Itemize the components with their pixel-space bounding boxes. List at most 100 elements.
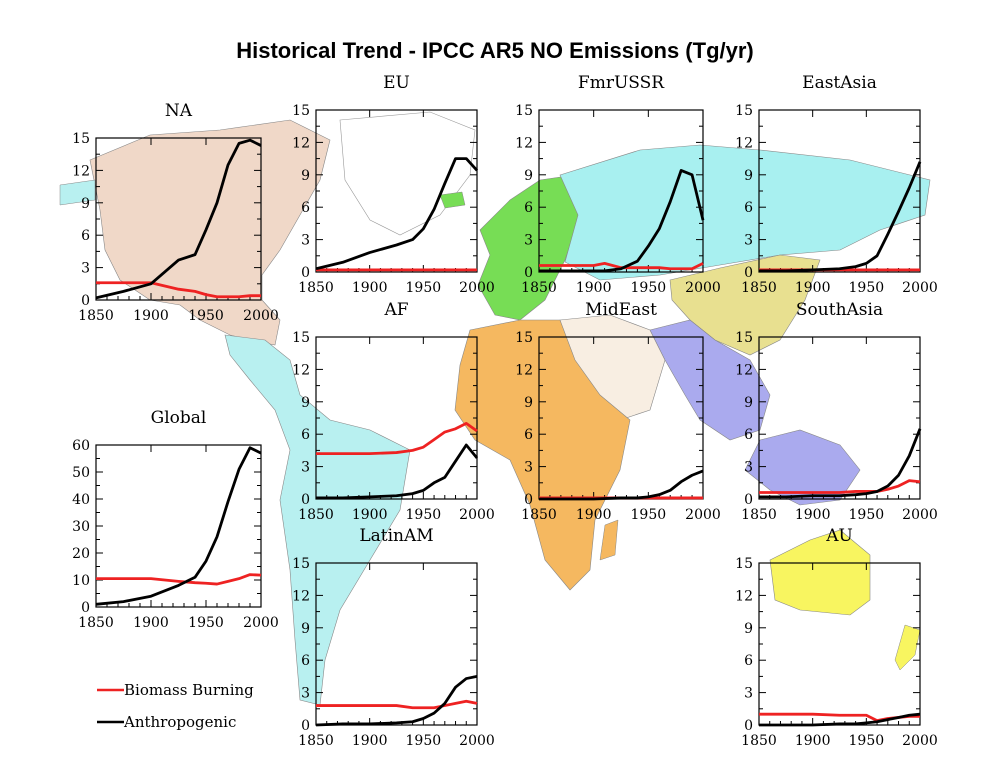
y-tick-label: 3 [81,261,90,277]
x-tick-label: 1900 [576,280,612,296]
y-tick-label: 3 [744,686,753,702]
y-tick-label: 0 [744,265,753,281]
panel-na: NA 0 3 6 9 12 15 1850 1900 1950 2000 [72,101,279,324]
y-tick-label: 20 [72,546,90,562]
x-tick-label: 1850 [521,507,557,523]
y-tick-label: 60 [72,438,90,454]
x-tick-label: 1850 [298,733,334,749]
x-tick-label: 1950 [631,280,667,296]
panel-title-na: NA [165,101,193,121]
y-tick-label: 12 [292,588,310,604]
x-tick-label: 1900 [352,280,388,296]
y-tick-label: 6 [524,427,533,443]
europe-region [477,174,581,321]
x-tick-label: 1950 [188,308,224,324]
y-tick-label: 15 [515,330,533,346]
y-tick-label: 0 [524,265,533,281]
china-region [669,254,821,356]
y-tick-label: 0 [524,492,533,508]
series-line-biomass-fmrussr [539,261,704,271]
series-line-anthropogenic-au [759,712,921,727]
y-tick-label: 40 [72,492,90,508]
series-line-biomass-latinam [316,699,478,710]
x-tick-label: 1950 [849,733,885,749]
x-tick-label: 2000 [902,507,938,523]
x-tick-label: 1900 [576,507,612,523]
y-tick-label: 6 [301,200,310,216]
y-tick-label: 12 [515,362,533,378]
series-line-anthropogenic-southasia [759,428,922,499]
y-tick-label: 0 [744,492,753,508]
series-line-anthropogenic-latinam [315,675,478,727]
panel-eu: EU 0 3 6 9 12 15 1850 1900 1950 2000 [292,73,495,296]
y-tick-label: 3 [524,460,533,476]
x-tick-label: 1950 [406,280,442,296]
y-tick-label: 30 [72,519,90,535]
y-tick-label: 6 [301,653,310,669]
x-tick-label: 1850 [741,507,777,523]
x-tick-label: 2000 [243,308,279,324]
y-tick-label: 3 [301,460,310,476]
x-tick-label: 1900 [795,733,831,749]
y-tick-label: 0 [81,293,90,309]
x-tick-label: 1900 [133,615,169,631]
y-tick-label: 6 [744,653,753,669]
panel-af: AF 0 3 6 9 12 15 1850 1900 1950 2000 [292,300,495,523]
x-tick-label: 2000 [902,280,938,296]
plot-frame-eastasia [758,109,921,273]
x-tick-label: 1950 [849,280,885,296]
x-tick-label: 1950 [631,507,667,523]
x-tick-label: 2000 [685,280,721,296]
alaska-strip [59,179,96,206]
y-tick-label: 3 [524,233,533,249]
series-line-anthropogenic-global [95,446,262,606]
y-tick-label: 15 [735,103,753,119]
x-tick-label: 1850 [298,280,334,296]
y-tick-label: 15 [292,556,310,572]
y-tick-label: 0 [301,492,310,508]
x-tick-label: 1850 [741,733,777,749]
north-america-region [89,119,331,346]
panel-title-eu: EU [383,73,410,93]
panel-eastasia: EastAsia 0 3 6 9 12 15 1850 1900 1950 2000 [735,73,938,296]
plot-frame-latinam [315,562,478,726]
panel-title-latinam: LatinAM [359,526,433,546]
y-tick-label: 9 [524,395,533,411]
x-tick-label: 2000 [459,733,495,749]
y-tick-label: 3 [301,686,310,702]
x-tick-label: 1850 [78,615,114,631]
panel-au: AU 0 3 6 9 12 15 1850 1900 1950 2000 [735,526,938,749]
y-tick-label: 15 [735,556,753,572]
y-tick-label: 0 [301,265,310,281]
plot-frame-eu [315,109,478,273]
figure-title: Historical Trend - IPCC AR5 NO Emissions… [236,38,754,63]
y-tick-label: 12 [292,135,310,151]
y-tick-label: 15 [735,330,753,346]
plot-frame-fmrussr [538,109,704,273]
x-tick-label: 1950 [849,507,885,523]
panel-global: Global 0 10 20 30 40 50 60 1850 1900 1950 2000 [72,408,279,631]
greenland-region [339,111,476,236]
new-zealand-region [894,624,921,671]
y-tick-label: 6 [744,200,753,216]
latin-america-region [224,334,411,706]
series-line-anthropogenic-eu [315,157,479,271]
south-asia-region [649,319,771,441]
y-tick-label: 9 [301,168,310,184]
y-tick-label: 12 [515,135,533,151]
series-line-biomass-southasia [759,479,921,494]
y-tick-label: 6 [524,200,533,216]
y-tick-label: 6 [744,427,753,443]
x-tick-label: 2000 [685,507,721,523]
x-tick-label: 1850 [78,308,114,324]
y-tick-label: 0 [744,718,753,734]
y-tick-label: 9 [301,395,310,411]
y-tick-label: 15 [72,131,90,147]
x-tick-label: 1850 [298,507,334,523]
x-tick-label: 1950 [188,615,224,631]
series-line-anthropogenic-af [316,443,479,500]
x-tick-label: 2000 [243,615,279,631]
y-tick-label: 3 [301,233,310,249]
madagascar-region [599,519,619,561]
